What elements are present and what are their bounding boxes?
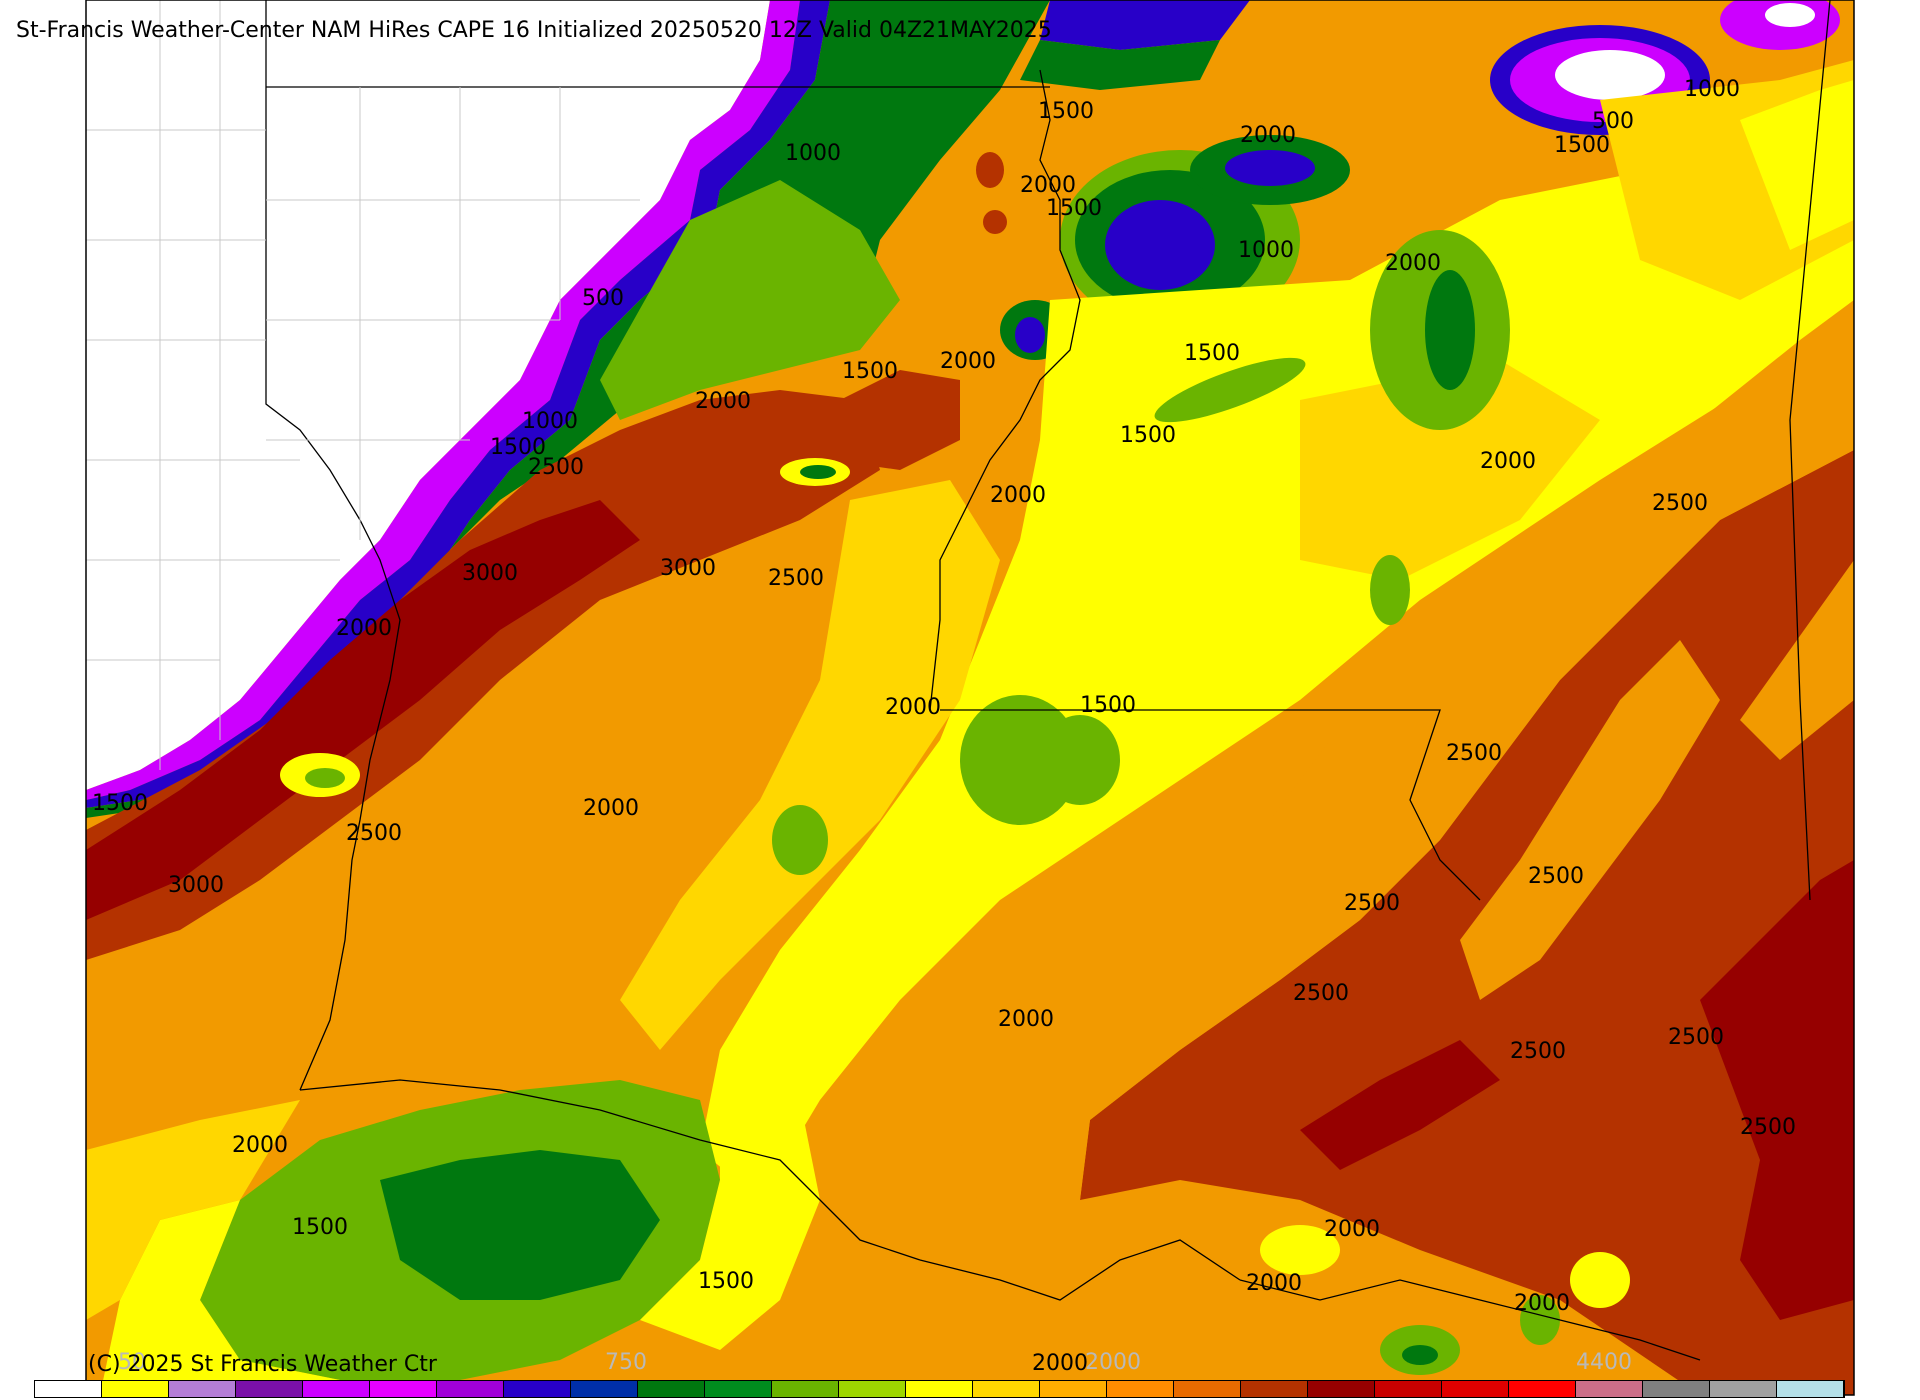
yellow-band — [700, 80, 1854, 1200]
colorbar-segment — [1576, 1381, 1643, 1397]
contour-label: 1000 — [1684, 77, 1740, 102]
colorbar-segment — [35, 1381, 102, 1397]
colorbar-label: 50 — [118, 1350, 146, 1375]
colorbar-segment — [772, 1381, 839, 1397]
contour-label: 2000 — [940, 349, 996, 374]
colorbar-segment — [973, 1381, 1040, 1397]
contour-label: 1500 — [1046, 196, 1102, 221]
contour-label: 3000 — [462, 561, 518, 586]
colorbar-label: 2000 — [1085, 1350, 1141, 1375]
contour-label: 2500 — [768, 566, 824, 591]
contour-label: 2000 — [1246, 1271, 1302, 1296]
colorbar-segment — [638, 1381, 705, 1397]
contour-label: 3000 — [660, 556, 716, 581]
colorbar-segment — [504, 1381, 571, 1397]
contour-label: 2000 — [1032, 1351, 1088, 1376]
contour-label: 1500 — [1120, 423, 1176, 448]
contour-label: 2000 — [232, 1133, 288, 1158]
colorbar — [34, 1380, 1845, 1398]
contour-label: 2000 — [1240, 123, 1296, 148]
colorbar-segment — [236, 1381, 303, 1397]
contour-label: 2500 — [1652, 491, 1708, 516]
colorbar-segment — [1375, 1381, 1442, 1397]
colorbar-segment — [1643, 1381, 1710, 1397]
contour-label: 1500 — [1184, 341, 1240, 366]
contour-labels: 1500 2000 1000 2000 1500 1000 2000 500 1… — [92, 77, 1796, 1376]
contour-label: 1000 — [1238, 238, 1294, 263]
colorbar-segment — [1442, 1381, 1509, 1397]
contour-label: 2000 — [1385, 251, 1441, 276]
colorbar-segment — [1107, 1381, 1174, 1397]
colorbar-segment — [1241, 1381, 1308, 1397]
contour-label: 1000 — [785, 141, 841, 166]
colorbar-segment — [1777, 1381, 1844, 1397]
colorbar-segment — [102, 1381, 169, 1397]
colorbar-segment — [169, 1381, 236, 1397]
contour-label: 500 — [582, 286, 624, 311]
copyright-text: (C) 2025 St Francis Weather Ctr — [88, 1352, 437, 1377]
contour-label: 1500 — [1554, 133, 1610, 158]
contour-label: 1500 — [92, 791, 148, 816]
colorbar-segment — [705, 1381, 772, 1397]
contour-label: 1500 — [842, 359, 898, 384]
contour-label: 2000 — [1480, 449, 1536, 474]
high-cape-band-west — [86, 390, 880, 960]
contour-label: 1000 — [522, 409, 578, 434]
contour-label: 3000 — [168, 873, 224, 898]
contour-label: 2000 — [336, 616, 392, 641]
contour-label: 2500 — [346, 821, 402, 846]
colorbar-segment — [1509, 1381, 1576, 1397]
contour-label: 2500 — [1740, 1115, 1796, 1140]
map-title: St-Francis Weather-Center NAM HiRes CAPE… — [16, 18, 1052, 43]
contour-label: 2000 — [1514, 1291, 1570, 1316]
colorbar-segment — [1308, 1381, 1375, 1397]
county-lines — [86, 0, 640, 770]
colorbar-segment — [1040, 1381, 1107, 1397]
colorbar-segment — [571, 1381, 638, 1397]
contour-label: 2500 — [1344, 891, 1400, 916]
contour-label: 1500 — [292, 1215, 348, 1240]
contour-label: 1500 — [1038, 99, 1094, 124]
contour-label: 2500 — [528, 455, 584, 480]
contour-label: 500 — [1592, 109, 1634, 134]
no-cape-region — [86, 0, 770, 790]
contour-label: 2000 — [695, 389, 751, 414]
contour-label: 2000 — [885, 695, 941, 720]
contour-label: 2000 — [583, 796, 639, 821]
colorbar-segment — [906, 1381, 973, 1397]
contour-label: 2000 — [998, 1007, 1054, 1032]
contour-label: 1500 — [1080, 693, 1136, 718]
contour-label: 2500 — [1293, 981, 1349, 1006]
state-borders — [265, 0, 1831, 1361]
colorbar-label: 750 — [605, 1350, 647, 1375]
contour-label: 2000 — [1020, 173, 1076, 198]
contour-label: 2500 — [1668, 1025, 1724, 1050]
colorbar-segment — [839, 1381, 906, 1397]
contour-label: 1500 — [490, 435, 546, 460]
colorbar-segment — [1174, 1381, 1241, 1397]
contour-label: 2000 — [990, 483, 1046, 508]
contour-label: 2500 — [1510, 1039, 1566, 1064]
contour-label: 2500 — [1528, 864, 1584, 889]
colorbar-segment — [303, 1381, 370, 1397]
colorbar-segment — [1710, 1381, 1777, 1397]
contour-label: 1500 — [698, 1269, 754, 1294]
colorbar-segment — [370, 1381, 437, 1397]
contour-label: 2500 — [1446, 741, 1502, 766]
colorbar-label: 4400 — [1576, 1350, 1632, 1375]
cape-field — [86, 0, 1854, 1395]
colorbar-segment — [437, 1381, 504, 1397]
contour-label: 2000 — [1324, 1217, 1380, 1242]
